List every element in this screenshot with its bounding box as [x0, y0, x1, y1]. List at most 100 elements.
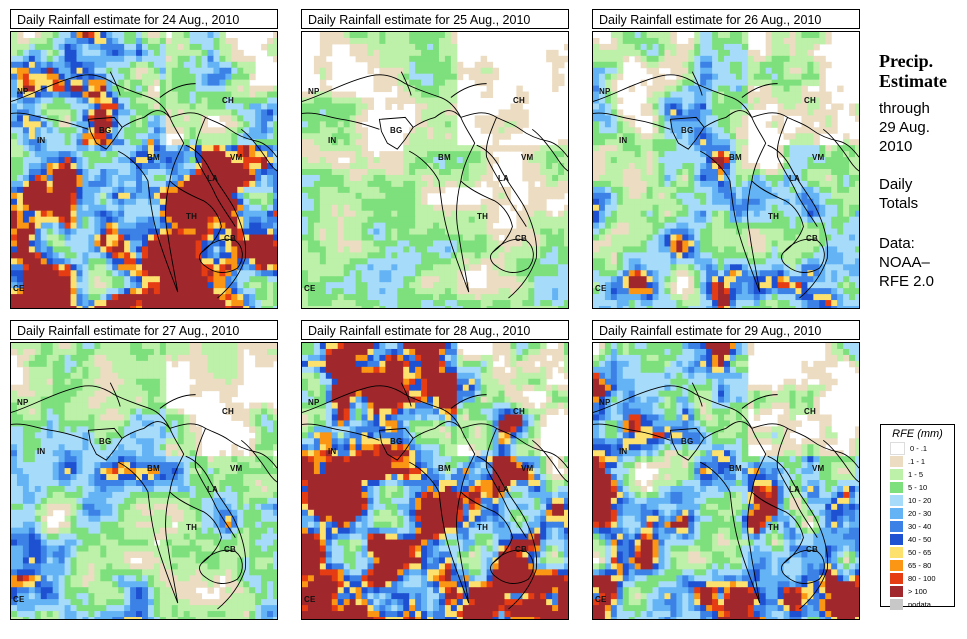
rainfall-panel-28-aug: Daily Rainfall estimate for 28 Aug., 201…: [301, 320, 571, 620]
daily-line-2: Totals: [879, 195, 919, 212]
country-label-ce: CE: [595, 284, 607, 293]
legend-swatch: [890, 482, 903, 493]
country-label-ce: CE: [304, 595, 316, 604]
through-line-3: 2010: [879, 138, 913, 155]
legend-swatch: [890, 442, 905, 455]
legend-item: 30 - 40: [890, 520, 954, 533]
country-borders: [593, 71, 859, 299]
country-label-cb: CB: [806, 545, 818, 554]
country-label-in: IN: [37, 447, 46, 456]
country-label-la: LA: [207, 174, 219, 183]
legend-swatch: [890, 469, 903, 480]
legend-swatch: [890, 521, 903, 532]
country-label-th: TH: [186, 523, 198, 532]
country-label-bm: BM: [729, 153, 742, 162]
legend-label: > 100: [908, 587, 927, 596]
country-label-in: IN: [619, 447, 628, 456]
panel-title: Daily Rainfall estimate for 28 Aug., 201…: [301, 320, 569, 340]
rainfall-map: NP IN CH BG BM VM LA TH CB CE: [301, 342, 569, 620]
country-label-th: TH: [477, 523, 489, 532]
country-label-np: NP: [599, 398, 611, 407]
legend-label: 1 - 5: [908, 470, 924, 479]
country-label-ce: CE: [595, 595, 607, 604]
country-label-in: IN: [328, 447, 337, 456]
country-label-bg: BG: [390, 437, 403, 446]
country-label-vm: VM: [521, 464, 534, 473]
country-label-ce: CE: [304, 284, 316, 293]
panel-title: Daily Rainfall estimate for 24 Aug., 201…: [10, 9, 278, 29]
legend-label: 65 - 80: [908, 561, 932, 570]
country-label-ch: CH: [513, 407, 525, 416]
legend-item: nodata: [890, 598, 954, 611]
legend-swatch: [890, 534, 903, 545]
legend-item: 20 - 30: [890, 507, 954, 520]
country-label-bm: BM: [729, 464, 742, 473]
legend-label: 10 - 20: [908, 496, 932, 505]
country-label-cb: CB: [224, 234, 236, 243]
legend-item: 1 - 5: [890, 468, 954, 481]
rainfall-layer: [302, 32, 568, 308]
country-label-in: IN: [328, 136, 337, 145]
country-label-vm: VM: [812, 464, 825, 473]
through-date: through 29 Aug. 2010: [879, 99, 965, 156]
legend-label: 0 - .1: [910, 444, 928, 453]
country-label-la: LA: [789, 174, 801, 183]
legend-item: 65 - 80: [890, 559, 954, 572]
legend-swatch: [890, 560, 903, 571]
legend-label: 20 - 30: [908, 509, 932, 518]
legend-label: nodata: [908, 600, 931, 609]
country-label-in: IN: [619, 136, 628, 145]
legend-item: 40 - 50: [890, 533, 954, 546]
country-label-vm: VM: [812, 153, 825, 162]
rainfall-map: NP IN CH BG BM VM LA TH CB CE: [10, 31, 278, 309]
rainfall-panel-27-aug: Daily Rainfall estimate for 27 Aug., 201…: [10, 320, 280, 620]
country-label-bm: BM: [147, 153, 160, 162]
country-label-bg: BG: [390, 126, 403, 135]
country-label-ch: CH: [222, 407, 234, 416]
rainfall-map: NP IN CH BG BM VM LA TH CB CE: [592, 342, 860, 620]
legend-item: 80 - 100: [890, 572, 954, 585]
legend-rows: 0 - .1 .1 - 1 1 - 5 5 - 10 10 - 20 20 - 30 30 …: [881, 442, 954, 611]
country-label-cb: CB: [515, 545, 527, 554]
panel-title: Daily Rainfall estimate for 29 Aug., 201…: [592, 320, 860, 340]
country-label-np: NP: [17, 87, 29, 96]
through-line-2: 29 Aug.: [879, 119, 930, 136]
rainfall-map: NP IN CH BG BM VM LA TH CB CE: [10, 342, 278, 620]
daily-totals: Daily Totals: [879, 175, 965, 213]
legend-swatch: [890, 495, 903, 506]
country-label-bg: BG: [99, 437, 112, 446]
country-borders: [11, 382, 277, 610]
product-title: Precip. Estimate: [879, 51, 965, 91]
country-label-la: LA: [789, 485, 801, 494]
country-label-bm: BM: [438, 464, 451, 473]
panel-title: Daily Rainfall estimate for 26 Aug., 201…: [592, 9, 860, 29]
data-line-1: Data:: [879, 235, 915, 252]
country-label-bm: BM: [438, 153, 451, 162]
legend-label: 40 - 50: [908, 535, 932, 544]
legend-swatch: [890, 508, 903, 519]
legend-swatch: [890, 586, 903, 597]
title-line-1: Precip.: [879, 51, 934, 71]
country-label-ch: CH: [222, 96, 234, 105]
country-label-cb: CB: [224, 545, 236, 554]
country-label-th: TH: [186, 212, 198, 221]
rainfall-layer: [593, 343, 859, 619]
rainfall-map: NP IN CH BG BM VM LA TH CB CE: [301, 31, 569, 309]
legend-label: .1 - 1: [908, 457, 926, 466]
rainfall-map: NP IN CH BG BM VM LA TH CB CE: [592, 31, 860, 309]
country-label-th: TH: [477, 212, 489, 221]
country-label-ch: CH: [804, 96, 816, 105]
legend-item: 50 - 65: [890, 546, 954, 559]
country-label-np: NP: [308, 87, 320, 96]
country-label-cb: CB: [515, 234, 527, 243]
legend-swatch: [890, 456, 903, 467]
country-label-ch: CH: [513, 96, 525, 105]
country-label-la: LA: [207, 485, 219, 494]
country-label-bg: BG: [681, 437, 694, 446]
country-label-vm: VM: [230, 153, 243, 162]
country-label-cb: CB: [806, 234, 818, 243]
country-borders: [11, 71, 277, 299]
legend-item: .1 - 1: [890, 455, 954, 468]
rainfall-panel-25-aug: Daily Rainfall estimate for 25 Aug., 201…: [301, 9, 571, 309]
rainfall-layer: [11, 343, 277, 619]
